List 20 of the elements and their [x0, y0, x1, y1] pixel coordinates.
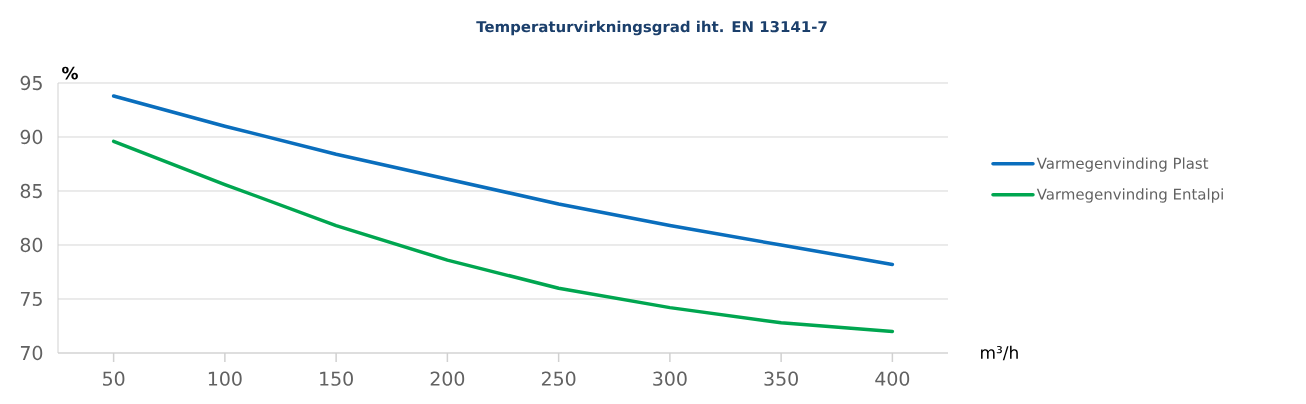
x-axis-title: m³/h: [981, 345, 1018, 361]
y-tick-label: 75: [20, 291, 42, 307]
x-tick-label: 350: [764, 371, 798, 386]
y-tick-label: 95: [20, 75, 42, 91]
line-series: [111, 139, 895, 334]
chart-title: Temperaturvirkningsgrad iht. EN 13141-7: [476, 20, 827, 36]
x-tick-label: 50: [103, 371, 125, 386]
legend-label: Varmegenvinding Entalpi: [1036, 188, 1223, 203]
legend-label: Varmegenvinding Plast: [1036, 157, 1209, 172]
x-tick-label: 100: [208, 371, 242, 386]
x-tick-label: 300: [653, 371, 687, 386]
x-tick-label: 150: [320, 371, 353, 386]
x-tick-label: 250: [541, 371, 576, 386]
x-tick-label: 400: [875, 371, 910, 386]
y-tick-label: 80: [20, 237, 43, 253]
y-tick-label: 90: [20, 129, 43, 145]
y-tick-label: 85: [20, 183, 42, 199]
y-tick-label: 70: [20, 345, 43, 361]
x-tick-label: 200: [430, 371, 465, 386]
y-axis-title: %: [62, 66, 78, 80]
